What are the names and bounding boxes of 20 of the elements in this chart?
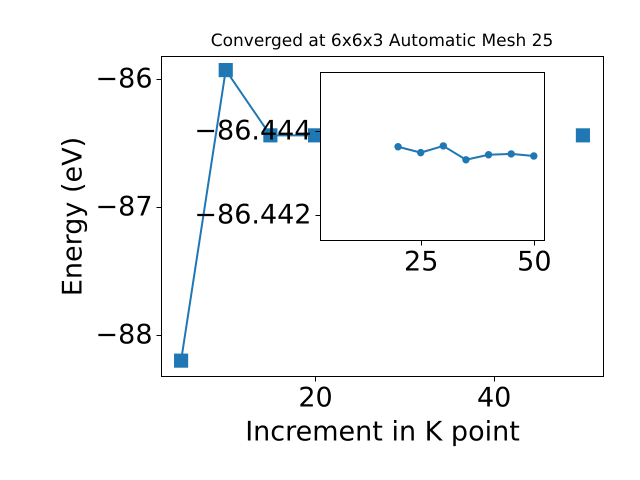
point xyxy=(484,151,492,158)
y-tick-label: −86 xyxy=(96,64,152,95)
point xyxy=(416,148,424,156)
y-tick-label: −88 xyxy=(96,320,152,351)
x-tick-label: 20 xyxy=(298,382,333,414)
point xyxy=(218,63,233,78)
x-tick-label: 50 xyxy=(517,246,552,278)
y-axis-title: Energy (eV) xyxy=(58,136,89,296)
point xyxy=(394,143,402,150)
point xyxy=(576,128,590,142)
x-tick-label: 25 xyxy=(404,246,438,278)
point xyxy=(507,150,515,158)
x-axis-title: Increment in K point xyxy=(245,416,520,448)
x-tick-label: 40 xyxy=(476,382,512,414)
point xyxy=(440,142,448,150)
point xyxy=(530,152,538,160)
y-tick-label: −87 xyxy=(96,192,152,223)
chart-title: Converged at 6x6x3 Automatic Mesh 25 xyxy=(210,31,554,51)
point xyxy=(174,354,188,368)
point xyxy=(462,156,470,164)
